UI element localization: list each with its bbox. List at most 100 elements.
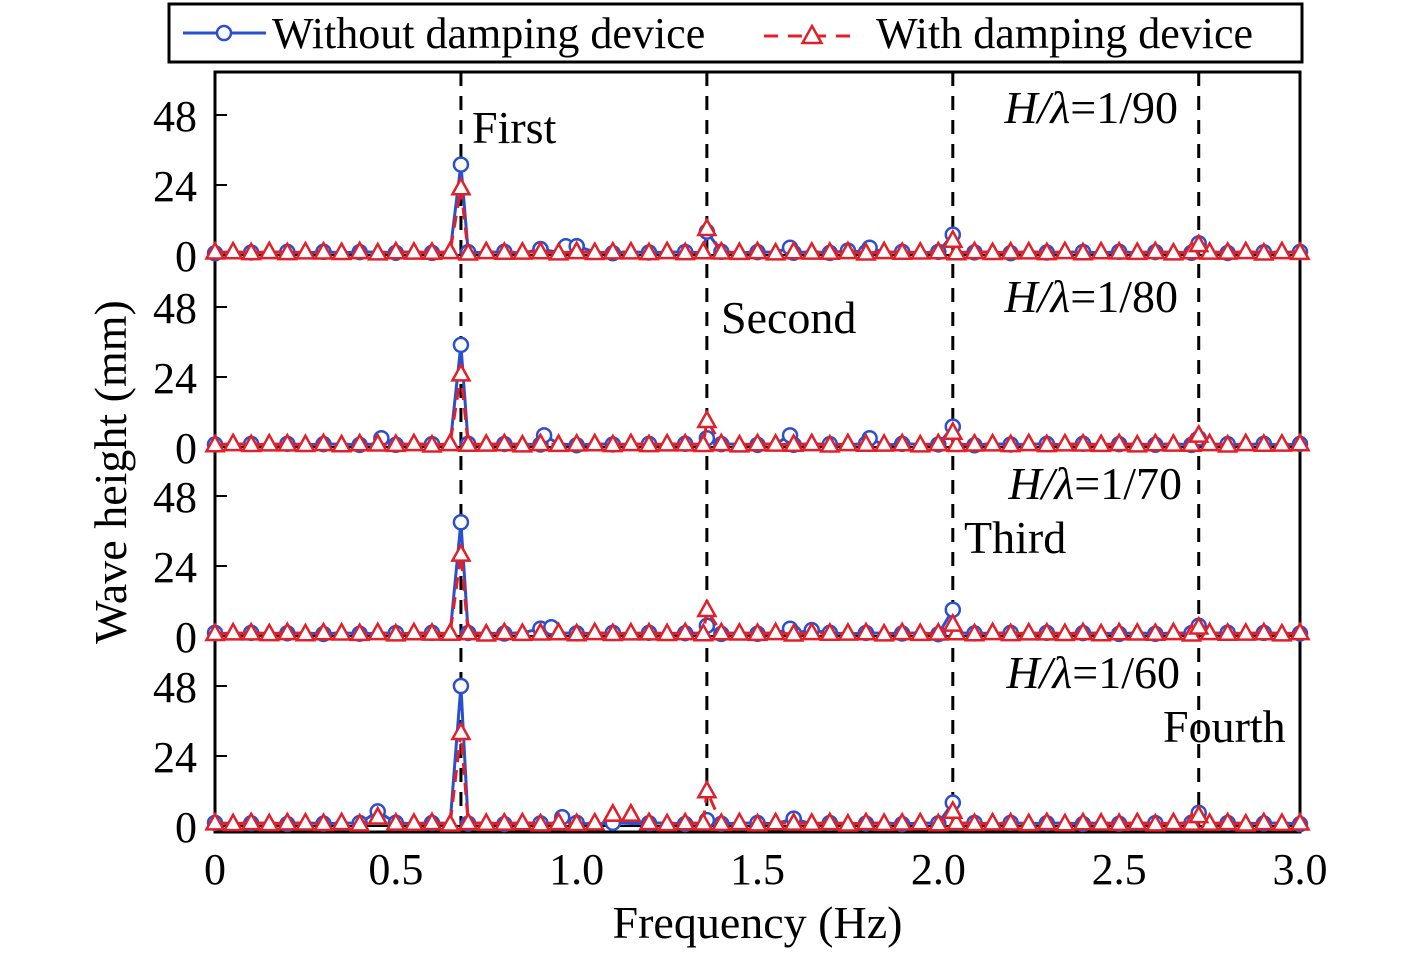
marker-with-damping — [475, 622, 497, 642]
marker-with-damping — [1289, 240, 1311, 261]
ratio-value: =1/70 — [1074, 458, 1182, 509]
legend-marker-without-damping — [215, 24, 233, 42]
marker-with-damping — [1289, 621, 1311, 641]
marker-with-damping — [696, 779, 718, 799]
marker-with-damping — [312, 621, 335, 641]
marker-with-damping — [240, 621, 262, 641]
harmonic-order-label: Third — [964, 512, 1066, 563]
y-tick-label: 48 — [153, 663, 197, 712]
marker-with-damping — [1036, 811, 1058, 831]
marker-with-damping — [746, 240, 769, 260]
marker-with-damping — [204, 433, 226, 453]
marker-with-damping — [222, 621, 244, 641]
marker-with-damping — [475, 432, 497, 452]
marker-with-damping — [330, 433, 353, 453]
ratio-value: =1/80 — [1070, 271, 1178, 322]
marker-with-damping — [873, 622, 895, 642]
marker-with-damping — [258, 432, 280, 452]
marker-with-damping — [222, 240, 244, 260]
marker-with-damping — [204, 622, 226, 642]
marker-with-damping — [1072, 811, 1094, 831]
marker-with-damping — [909, 240, 931, 260]
marker-with-damping — [638, 433, 660, 453]
marker-with-damping — [1144, 812, 1167, 832]
y-tick-label: 48 — [153, 473, 197, 522]
marker-with-damping — [855, 621, 877, 641]
legend-box — [167, 2, 1304, 64]
marker-with-damping — [656, 240, 678, 260]
marker-with-damping — [493, 811, 516, 831]
marker-with-damping — [891, 240, 913, 261]
marker-with-damping — [584, 621, 606, 641]
marker-with-damping — [1054, 240, 1076, 260]
ratio-value: =1/90 — [1070, 82, 1178, 133]
marker-with-damping — [450, 176, 472, 196]
marker-with-damping — [927, 240, 950, 260]
marker-with-damping — [421, 621, 443, 641]
marker-with-damping — [1271, 811, 1293, 832]
marker-with-damping — [222, 812, 244, 832]
x-tick-label: 1.5 — [730, 845, 785, 894]
marker-with-damping — [638, 621, 660, 641]
marker-with-damping — [258, 240, 280, 260]
marker-with-damping — [258, 812, 280, 832]
marker-with-damping — [1036, 241, 1058, 261]
marker-with-damping — [1216, 811, 1239, 831]
marker-with-damping — [1144, 432, 1167, 452]
marker-with-damping — [511, 433, 534, 453]
marker-with-damping — [692, 433, 714, 453]
marker-with-damping — [602, 433, 624, 453]
marker-with-damping — [1188, 423, 1210, 443]
marker-with-damping — [909, 811, 931, 831]
marker-with-damping — [674, 241, 696, 261]
marker-without-damping — [452, 156, 470, 173]
marker-with-damping — [1271, 240, 1293, 260]
marker-with-damping — [565, 622, 588, 642]
marker-with-damping — [421, 433, 443, 453]
marker-with-damping — [1090, 433, 1112, 453]
marker-with-damping — [1072, 241, 1094, 261]
marker-with-damping — [457, 432, 479, 452]
marker-with-damping — [1108, 621, 1130, 641]
y-tick-label: 0 — [175, 232, 197, 281]
legend-label-with-damping: With damping device — [876, 9, 1253, 58]
marker-with-damping — [1271, 432, 1293, 452]
marker-with-damping — [348, 240, 371, 260]
marker-with-damping — [942, 799, 964, 819]
harmonic-order-label: First — [472, 102, 557, 153]
marker-with-damping — [746, 432, 769, 452]
marker-with-damping — [1108, 240, 1130, 260]
marker-with-damping — [450, 542, 472, 562]
ratio-symbol: H/λ — [1007, 458, 1074, 509]
marker-with-damping — [927, 812, 950, 832]
marker-with-damping — [450, 721, 472, 741]
marker-with-damping — [1126, 621, 1148, 641]
marker-with-damping — [547, 433, 570, 453]
marker-with-damping — [819, 240, 841, 260]
marker-with-damping — [584, 811, 606, 831]
marker-with-damping — [294, 622, 317, 642]
marker-with-damping — [981, 811, 1004, 831]
marker-with-damping — [348, 812, 371, 832]
marker-with-damping — [945, 811, 968, 831]
marker-with-damping — [1126, 433, 1148, 453]
marker-with-damping — [312, 432, 335, 452]
marker-with-damping — [1253, 811, 1275, 831]
marker-with-damping — [819, 433, 841, 453]
marker-with-damping — [999, 622, 1022, 642]
marker-with-damping — [855, 241, 877, 261]
marker-with-damping — [855, 432, 877, 452]
y-tick-label: 24 — [153, 733, 197, 782]
marker-with-damping — [367, 805, 389, 825]
marker-with-damping — [1090, 240, 1112, 260]
marker-with-damping — [312, 240, 335, 260]
marker-with-damping — [1036, 621, 1058, 641]
marker-with-damping — [728, 241, 751, 261]
marker-with-damping — [620, 240, 642, 260]
x-tick-label: 1.0 — [549, 845, 604, 894]
panel-ratio-label: H/λ=1/80 — [1003, 271, 1178, 322]
marker-with-damping — [240, 811, 262, 831]
x-tick-label: 2.0 — [911, 845, 966, 894]
y-tick-label: 48 — [153, 284, 197, 333]
marker-with-damping — [529, 812, 552, 832]
